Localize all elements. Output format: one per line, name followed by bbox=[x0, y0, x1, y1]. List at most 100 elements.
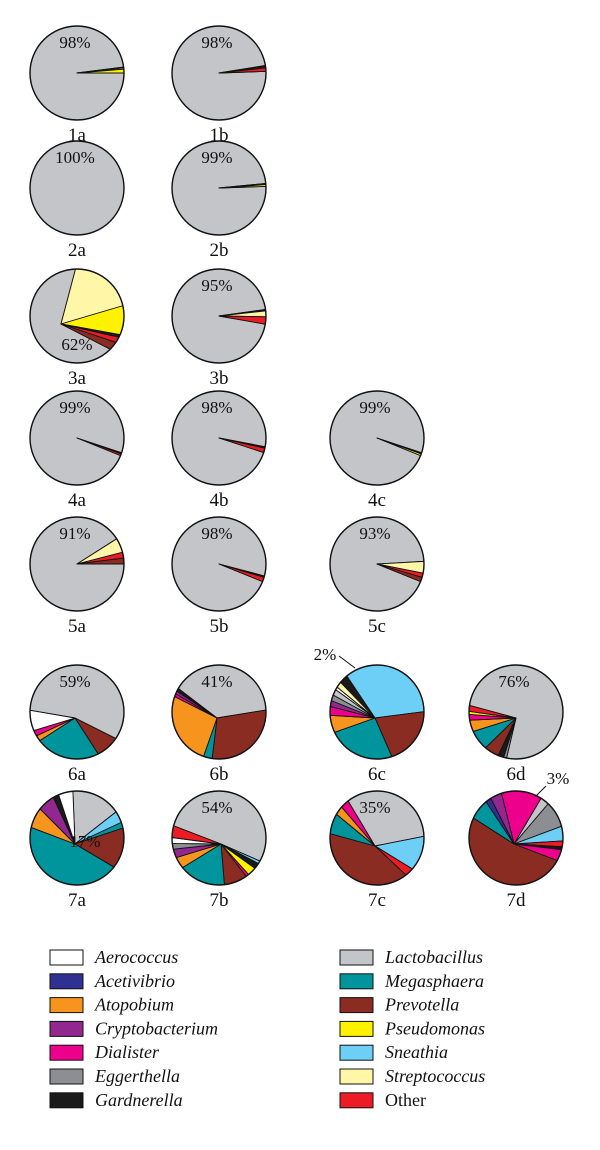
pie-6d: 76% 6d bbox=[468, 664, 564, 785]
legend-label-egg: Eggerthella bbox=[94, 1066, 180, 1086]
pie-2a-label: 2a bbox=[68, 240, 87, 261]
pie-4c: 99% 4c bbox=[329, 390, 425, 511]
pie-5a-outline bbox=[29, 516, 125, 612]
pie-6d-percent-label: 76% bbox=[498, 672, 529, 691]
legend-swatch-ace bbox=[49, 973, 84, 990]
pie-2b: 99% 2b bbox=[171, 140, 267, 261]
pie-7c: 35% 7c bbox=[329, 790, 425, 911]
pie-7b-outline bbox=[171, 790, 267, 886]
legend-swatch-sne bbox=[339, 1044, 374, 1061]
pie-7b-label: 7b bbox=[210, 890, 229, 911]
pie-7c-percent-label: 35% bbox=[359, 798, 390, 817]
legend-item-oth: Other bbox=[339, 1090, 426, 1110]
legend-label-meg: Megasphaera bbox=[384, 971, 484, 991]
legend-swatch-gar bbox=[49, 1092, 84, 1109]
pie-4a: 99% 4a bbox=[29, 390, 125, 511]
pie-6c-leader-line bbox=[338, 655, 356, 669]
pie-6b-slice-pre-1 bbox=[211, 709, 267, 760]
pie-3a-outline bbox=[29, 268, 125, 364]
legend-item-cry: Cryptobacterium bbox=[49, 1018, 218, 1038]
legend-label-lac: Lactobacillus bbox=[384, 947, 483, 967]
legend-swatch-str bbox=[339, 1068, 374, 1085]
pie-1a: 98%1a bbox=[29, 25, 125, 146]
legend-swatch-pse bbox=[339, 1020, 374, 1037]
legend-label-pse: Pseudomonas bbox=[384, 1018, 485, 1038]
pie-6c-outline bbox=[329, 664, 425, 760]
pie-2a-slice-lac bbox=[29, 140, 125, 236]
pie-7c-outline bbox=[329, 790, 425, 886]
pie-1b: 98%1b bbox=[171, 25, 267, 146]
legend-item-lac: Lactobacillus bbox=[339, 947, 483, 967]
legend-label-oth: Other bbox=[385, 1090, 426, 1110]
pie-2b-label: 2b bbox=[210, 240, 229, 261]
legend-swatch-aer bbox=[49, 949, 84, 966]
legend-label-gar: Gardnerella bbox=[95, 1090, 183, 1110]
pie-2b-outline bbox=[171, 140, 267, 236]
pie-7d-outline bbox=[468, 790, 564, 886]
pie-5b-label: 5b bbox=[210, 616, 229, 637]
pie-7b-percent-label: 54% bbox=[201, 798, 232, 817]
pie-6d-outline bbox=[468, 664, 564, 760]
legend-item-sne: Sneathia bbox=[339, 1042, 448, 1062]
pie-6a-outline bbox=[29, 664, 125, 760]
pie-6b: 41% 6b bbox=[171, 664, 267, 785]
pie-6a: 59% 6a bbox=[29, 664, 125, 785]
pie-6b-outline bbox=[171, 664, 267, 760]
pie-3b-percent-label: 95% bbox=[201, 276, 232, 295]
pie-6b-label: 6b bbox=[210, 764, 229, 785]
pie-4a-percent-label: 99% bbox=[59, 398, 90, 417]
pie-5b-percent-label: 98% bbox=[201, 524, 232, 543]
legend-item-pre: Prevotella bbox=[339, 995, 459, 1015]
pie-6b-percent-label: 41% bbox=[201, 672, 232, 691]
pie-7a-percent-label: 17% bbox=[69, 832, 100, 851]
pie-2b-percent-label: 99% bbox=[201, 148, 232, 167]
pie-2a-percent-label: 100% bbox=[55, 148, 95, 167]
pie-5c: 93% 5c bbox=[329, 516, 425, 637]
legend-label-str: Streptococcus bbox=[385, 1066, 485, 1086]
legend-swatch-meg bbox=[339, 973, 374, 990]
pie-3b: 95% 3b bbox=[171, 268, 267, 389]
pie-6c-percent-label: 2% bbox=[314, 645, 337, 664]
pie-5c-label: 5c bbox=[368, 616, 386, 637]
pie-3a: 62% 3a bbox=[29, 268, 125, 389]
pie-5c-percent-label: 93% bbox=[359, 524, 390, 543]
legend-label-cry: Cryptobacterium bbox=[95, 1018, 218, 1038]
legend-item-pse: Pseudomonas bbox=[339, 1018, 485, 1038]
pie-4c-percent-label: 99% bbox=[359, 398, 390, 417]
legend-label-sne: Sneathia bbox=[385, 1042, 448, 1062]
legend-item-dia: Dialister bbox=[49, 1042, 160, 1062]
pie-3a-label: 3a bbox=[68, 368, 87, 389]
pie-5a-percent-label: 91% bbox=[59, 524, 90, 543]
legend-item-ace: Acetivibrio bbox=[49, 971, 175, 991]
pie-6a-percent-label: 59% bbox=[59, 672, 90, 691]
pie-7d-label: 7d bbox=[507, 890, 527, 911]
pie-7b: 54% 7b bbox=[171, 790, 267, 911]
legend-label-dia: Dialister bbox=[94, 1042, 160, 1062]
pie-6d-label: 6d bbox=[507, 764, 527, 785]
pie-6c: 2% 6c bbox=[314, 645, 425, 785]
legend-item-ato: Atopobium bbox=[49, 995, 174, 1015]
legend-item-gar: Gardnerella bbox=[49, 1090, 183, 1110]
pie-7d-leader-line bbox=[535, 785, 547, 797]
pie-7a-label: 7a bbox=[68, 890, 87, 911]
legend: Aerococcus Acetivibrio Atopobium Cryptobact… bbox=[49, 947, 485, 1110]
pie-5b-outline bbox=[171, 516, 267, 612]
legend-swatch-pre bbox=[339, 997, 374, 1014]
legend-label-ato: Atopobium bbox=[94, 995, 174, 1015]
pie-1a-outline bbox=[29, 25, 125, 121]
pie-6a-label: 6a bbox=[68, 764, 87, 785]
legend-swatch-oth bbox=[339, 1092, 374, 1109]
legend-item-meg: Megasphaera bbox=[339, 971, 484, 991]
pie-7a: 17% 7a bbox=[29, 790, 125, 911]
legend-item-egg: Eggerthella bbox=[49, 1066, 180, 1086]
legend-swatch-ato bbox=[49, 997, 84, 1014]
pie-4b-label: 4b bbox=[210, 490, 229, 511]
legend-swatch-dia bbox=[49, 1044, 84, 1061]
pie-7c-label: 7c bbox=[368, 890, 386, 911]
legend-swatch-egg bbox=[49, 1068, 84, 1085]
pie-3b-outline bbox=[171, 268, 267, 364]
pie-grid: 98%1a 98%1b 100% 2a 99% 2b 62% 3a 95% 3b 99% 4a 98% 4… bbox=[29, 25, 569, 911]
pie-3a-percent-label: 62% bbox=[61, 335, 92, 354]
legend-label-pre: Prevotella bbox=[384, 995, 459, 1015]
